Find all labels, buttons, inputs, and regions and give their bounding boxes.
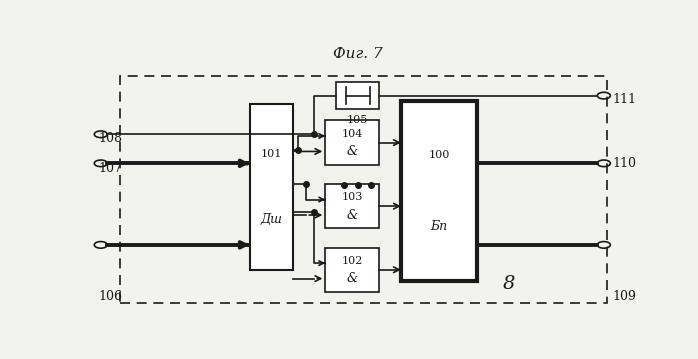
Bar [336, 82, 380, 109]
Text: &: & [347, 272, 358, 285]
Bar [401, 101, 477, 281]
Bar [120, 76, 607, 303]
Text: &: & [347, 209, 358, 222]
Text: 107: 107 [98, 162, 122, 175]
Text: 104: 104 [341, 129, 363, 139]
Bar [325, 184, 380, 228]
Text: 111: 111 [612, 93, 636, 106]
Text: 101: 101 [260, 149, 282, 159]
Text: Бп: Бп [430, 220, 447, 233]
Bar [250, 104, 293, 270]
Text: 108: 108 [98, 132, 122, 145]
Text: 8: 8 [503, 275, 515, 293]
Text: 102: 102 [341, 256, 363, 266]
Text: Дш: Дш [260, 214, 282, 227]
Bar [325, 121, 380, 165]
Text: 100: 100 [428, 150, 450, 160]
Text: &: & [347, 145, 358, 158]
Text: Фиг. 7: Фиг. 7 [333, 47, 383, 61]
Text: 106: 106 [98, 289, 122, 303]
Bar [325, 248, 380, 292]
Text: 103: 103 [341, 192, 363, 202]
Text: 109: 109 [612, 289, 636, 303]
Text: 105: 105 [347, 116, 369, 126]
Text: 110: 110 [612, 157, 636, 170]
